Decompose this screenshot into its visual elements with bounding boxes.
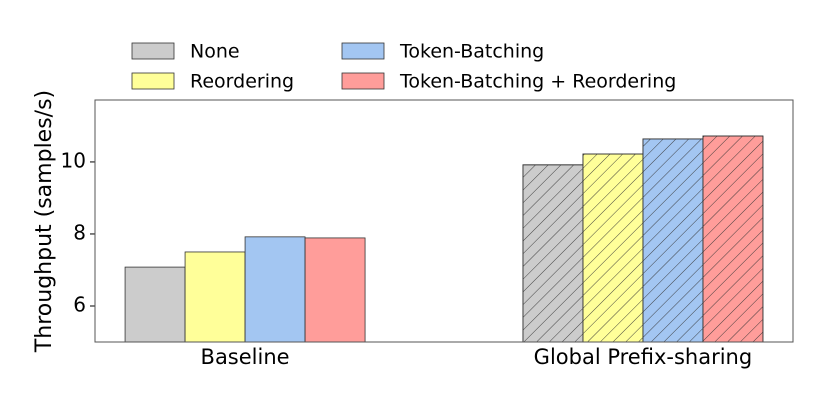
- bar: [244, 236, 306, 343]
- bar-hatch: [522, 164, 584, 343]
- legend-swatch: [131, 72, 175, 90]
- legend-label: None: [190, 41, 240, 63]
- legend-swatch: [131, 42, 175, 60]
- x-tick-label: Baseline: [201, 345, 290, 369]
- bar-hatch: [642, 138, 704, 343]
- y-tick-label: 10: [61, 148, 86, 172]
- bar-hatch: [582, 153, 644, 343]
- legend-label: Token-Batching + Reordering: [399, 71, 676, 93]
- x-tick-label: Global Prefix-sharing: [534, 345, 753, 369]
- legend-label: Reordering: [190, 71, 294, 93]
- bar: [124, 266, 186, 343]
- legend-label: Token-Batching: [399, 41, 544, 63]
- bar-hatch: [702, 135, 764, 343]
- legend-swatch: [341, 42, 385, 60]
- bar: [304, 237, 366, 343]
- y-tick-label: 8: [73, 220, 86, 244]
- plot-frame: [94, 99, 794, 343]
- legend-swatch: [341, 72, 385, 90]
- bar: [184, 251, 246, 343]
- y-axis-label: Throughput (samples/s): [32, 90, 57, 353]
- y-tick-label: 6: [73, 292, 86, 316]
